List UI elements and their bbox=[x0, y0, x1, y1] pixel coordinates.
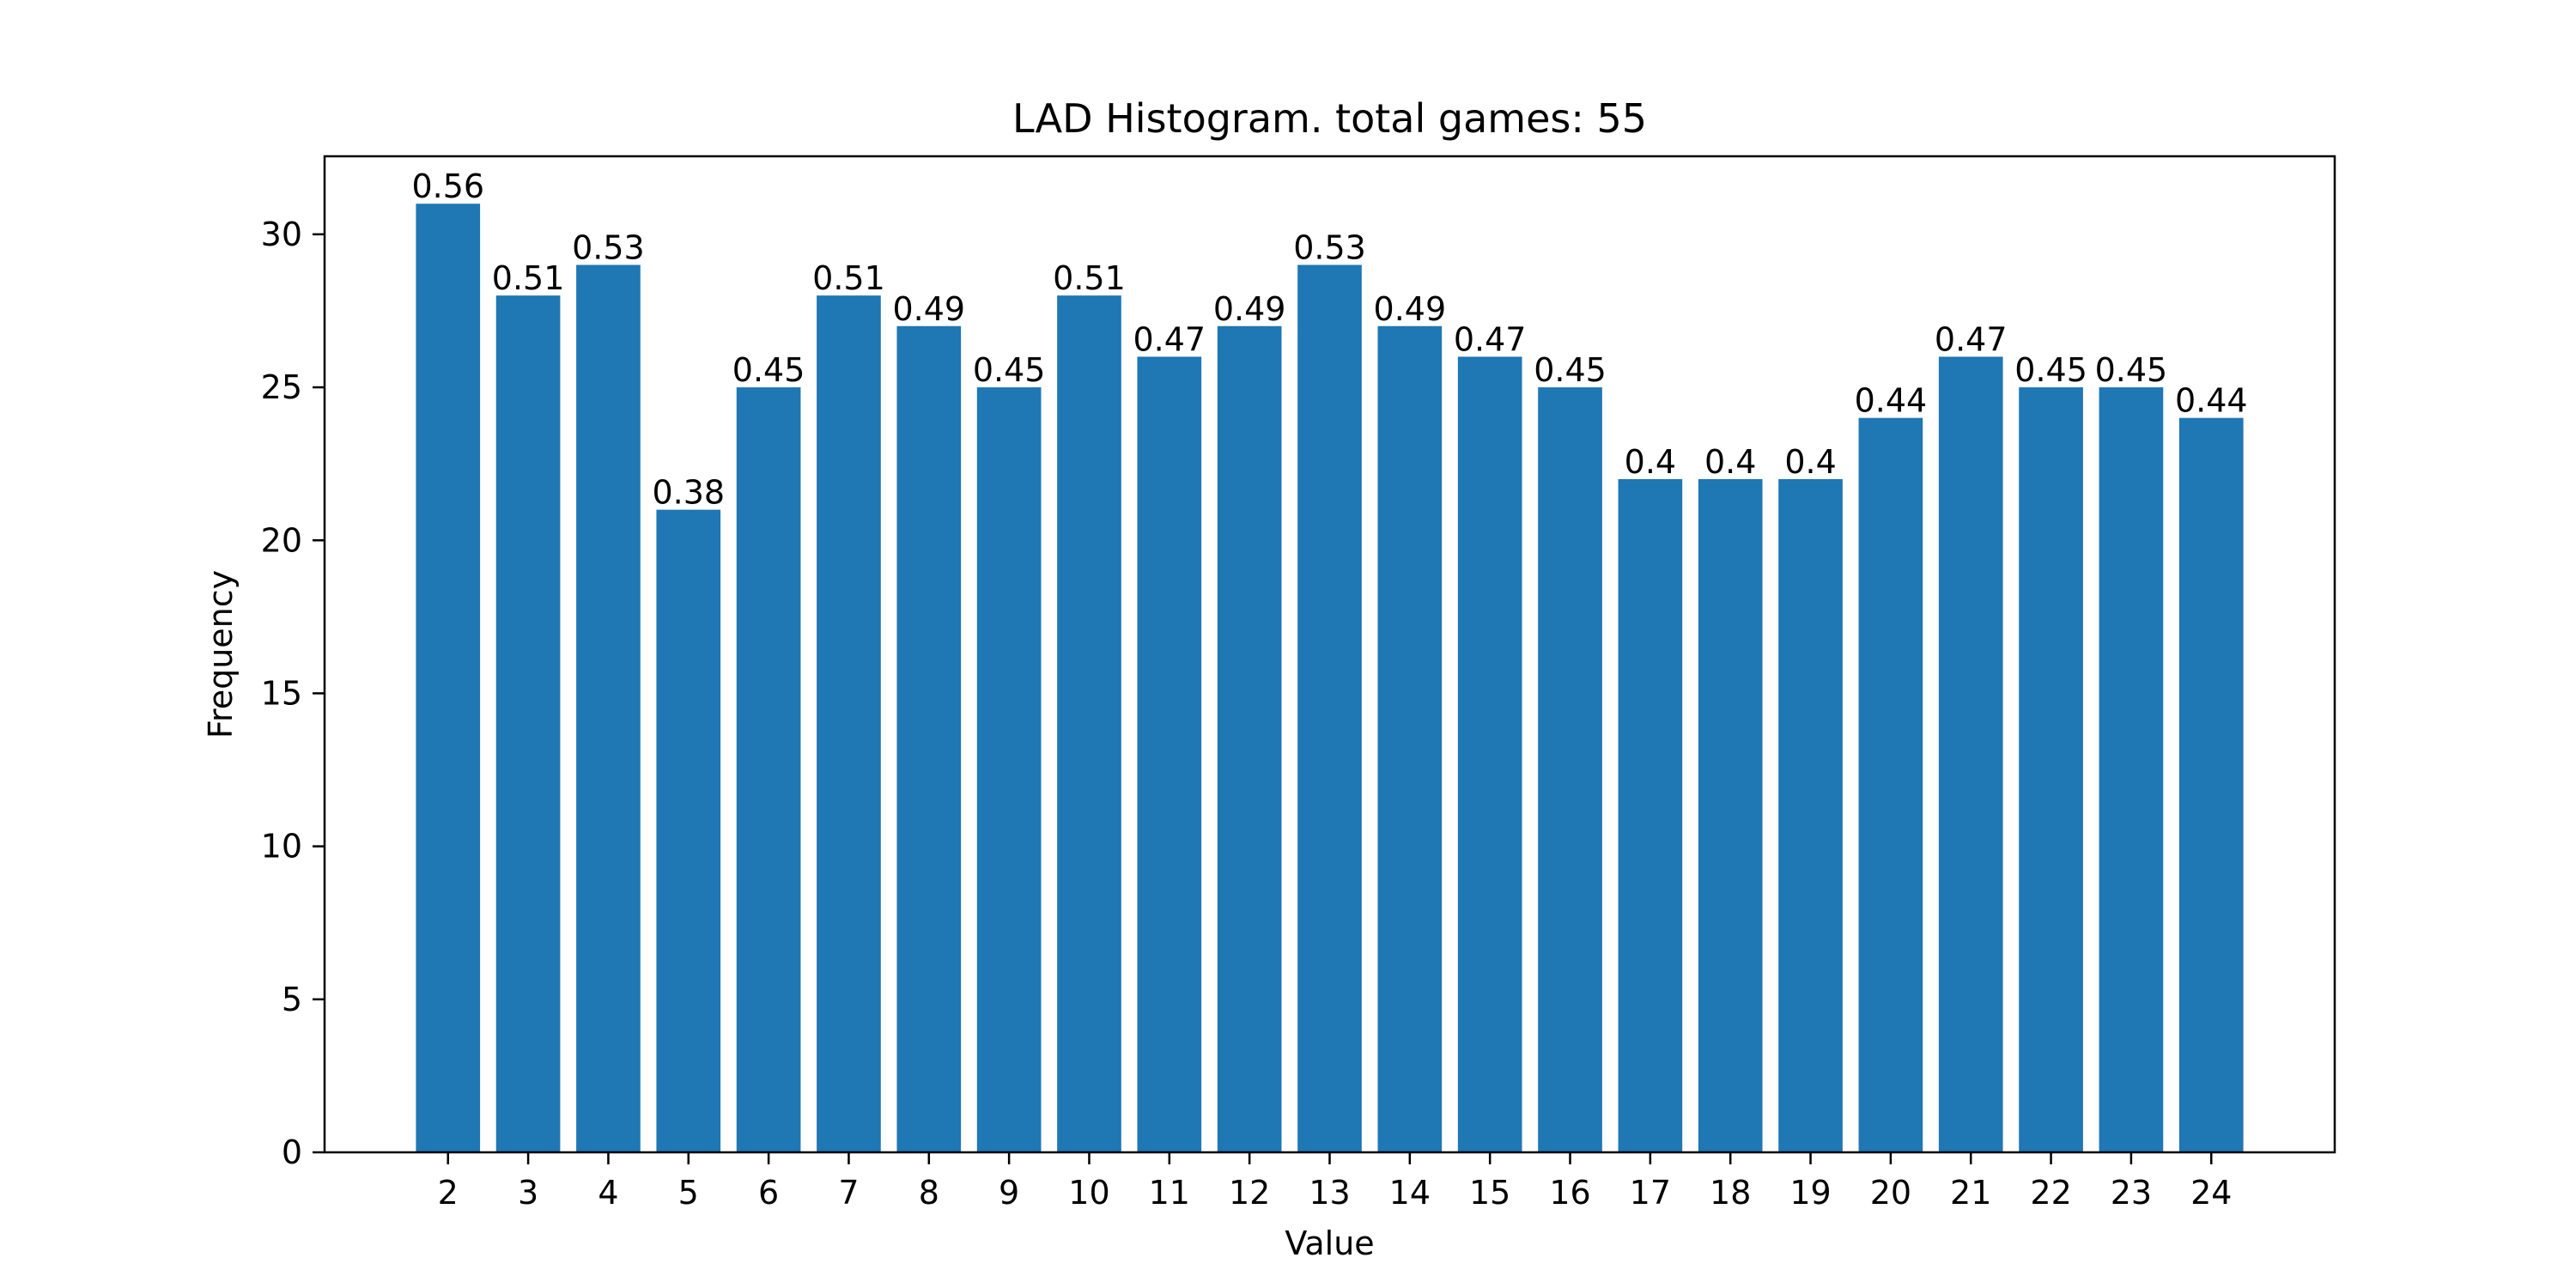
bar-value-label-11: 0.47 bbox=[1133, 320, 1206, 358]
bar-4 bbox=[576, 264, 641, 1152]
bar-9 bbox=[976, 387, 1042, 1152]
bar-value-label-12: 0.49 bbox=[1213, 290, 1286, 328]
bar-23 bbox=[2099, 387, 2164, 1152]
y-tick-label-10: 10 bbox=[261, 828, 302, 866]
y-tick-label-15: 15 bbox=[261, 674, 302, 712]
x-tick-label-24: 24 bbox=[2190, 1174, 2232, 1212]
bar-17 bbox=[1618, 478, 1683, 1152]
y-tick-label-25: 25 bbox=[261, 368, 302, 406]
bar-value-label-2: 0.56 bbox=[411, 167, 484, 205]
bar-11 bbox=[1137, 356, 1202, 1152]
plot-frame bbox=[323, 155, 2336, 1154]
bar-6 bbox=[736, 387, 801, 1152]
bar-10 bbox=[1057, 295, 1121, 1153]
bar-3 bbox=[495, 295, 561, 1153]
bar-21 bbox=[1938, 356, 2003, 1152]
y-axis: 0 5 10 15 20 25 30 bbox=[261, 216, 325, 1171]
bar-5 bbox=[656, 509, 721, 1152]
bar-12 bbox=[1217, 325, 1282, 1152]
bar-18 bbox=[1698, 478, 1763, 1152]
bar-value-label-23: 0.45 bbox=[2095, 351, 2168, 389]
x-axis-label: Value bbox=[1285, 1224, 1374, 1262]
bar-value-label-13: 0.53 bbox=[1293, 229, 1366, 267]
bar-value-label-15: 0.47 bbox=[1454, 320, 1527, 358]
bar-7 bbox=[817, 295, 881, 1153]
x-tick-label-7: 7 bbox=[838, 1174, 859, 1212]
bar-8 bbox=[896, 325, 962, 1152]
bar-value-label-8: 0.49 bbox=[892, 290, 965, 328]
chart-title: LAD Histogram. total games: 55 bbox=[1012, 95, 1647, 142]
bar-22 bbox=[2019, 387, 2083, 1152]
bar-value-labels-layer: 0.560.510.530.380.450.510.490.450.510.47… bbox=[411, 167, 2247, 511]
y-axis-label: Frequency bbox=[202, 570, 240, 738]
bar-15 bbox=[1457, 356, 1522, 1152]
bar-value-label-20: 0.44 bbox=[1855, 382, 1928, 420]
y-tick-label-30: 30 bbox=[261, 216, 302, 253]
x-tick-label-20: 20 bbox=[1870, 1174, 1911, 1212]
bars-layer bbox=[416, 204, 2244, 1153]
bar-value-label-10: 0.51 bbox=[1053, 259, 1126, 297]
x-tick-label-17: 17 bbox=[1630, 1174, 1671, 1212]
x-tick-label-3: 3 bbox=[518, 1174, 538, 1212]
bar-value-label-6: 0.45 bbox=[732, 351, 805, 389]
bar-19 bbox=[1778, 478, 1843, 1152]
x-tick-label-11: 11 bbox=[1149, 1174, 1190, 1212]
bar-16 bbox=[1538, 387, 1602, 1152]
bar-value-label-19: 0.4 bbox=[1784, 443, 1836, 481]
x-tick-label-2: 2 bbox=[438, 1174, 459, 1212]
x-tick-label-23: 23 bbox=[2111, 1174, 2152, 1212]
bar-value-label-9: 0.45 bbox=[973, 351, 1046, 389]
x-tick-label-8: 8 bbox=[919, 1174, 939, 1212]
bar-value-label-18: 0.4 bbox=[1704, 443, 1756, 481]
x-tick-label-14: 14 bbox=[1389, 1174, 1431, 1212]
bar-value-label-21: 0.47 bbox=[1935, 320, 2008, 358]
x-tick-label-10: 10 bbox=[1068, 1174, 1109, 1212]
x-tick-label-4: 4 bbox=[598, 1174, 618, 1212]
y-tick-label-20: 20 bbox=[261, 521, 302, 559]
x-tick-label-19: 19 bbox=[1789, 1174, 1831, 1212]
bar-value-label-16: 0.45 bbox=[1534, 351, 1607, 389]
bar-2 bbox=[416, 204, 481, 1153]
bar-value-label-14: 0.49 bbox=[1374, 290, 1447, 328]
bar-value-label-5: 0.38 bbox=[652, 474, 725, 512]
x-tick-label-12: 12 bbox=[1229, 1174, 1270, 1212]
bar-value-label-22: 0.45 bbox=[2014, 351, 2087, 389]
x-tick-label-13: 13 bbox=[1309, 1174, 1350, 1212]
x-tick-label-5: 5 bbox=[678, 1174, 699, 1212]
bar-13 bbox=[1297, 264, 1362, 1152]
x-tick-label-15: 15 bbox=[1469, 1174, 1510, 1212]
x-tick-label-6: 6 bbox=[758, 1174, 779, 1212]
bar-value-label-17: 0.4 bbox=[1625, 443, 1676, 481]
bar-value-label-7: 0.51 bbox=[812, 259, 885, 297]
x-tick-label-22: 22 bbox=[2030, 1174, 2071, 1212]
x-tick-label-16: 16 bbox=[1549, 1174, 1590, 1212]
x-axis: 2 3 4 5 6 7 8 9 10 11 12 13 14 15 16 17 18 19 20 21 22 23 24 bbox=[438, 1152, 2232, 1212]
x-tick-label-9: 9 bbox=[999, 1174, 1019, 1212]
bar-24 bbox=[2178, 417, 2244, 1153]
bar-20 bbox=[1858, 417, 1923, 1153]
x-tick-label-21: 21 bbox=[1950, 1174, 1991, 1212]
bar-value-label-24: 0.44 bbox=[2175, 382, 2248, 420]
y-tick-label-5: 5 bbox=[282, 981, 302, 1018]
bar-value-label-3: 0.51 bbox=[492, 259, 565, 297]
bar-14 bbox=[1377, 325, 1443, 1152]
y-tick-label-0: 0 bbox=[282, 1133, 302, 1171]
x-tick-label-18: 18 bbox=[1710, 1174, 1751, 1212]
bar-value-label-4: 0.53 bbox=[572, 229, 645, 267]
